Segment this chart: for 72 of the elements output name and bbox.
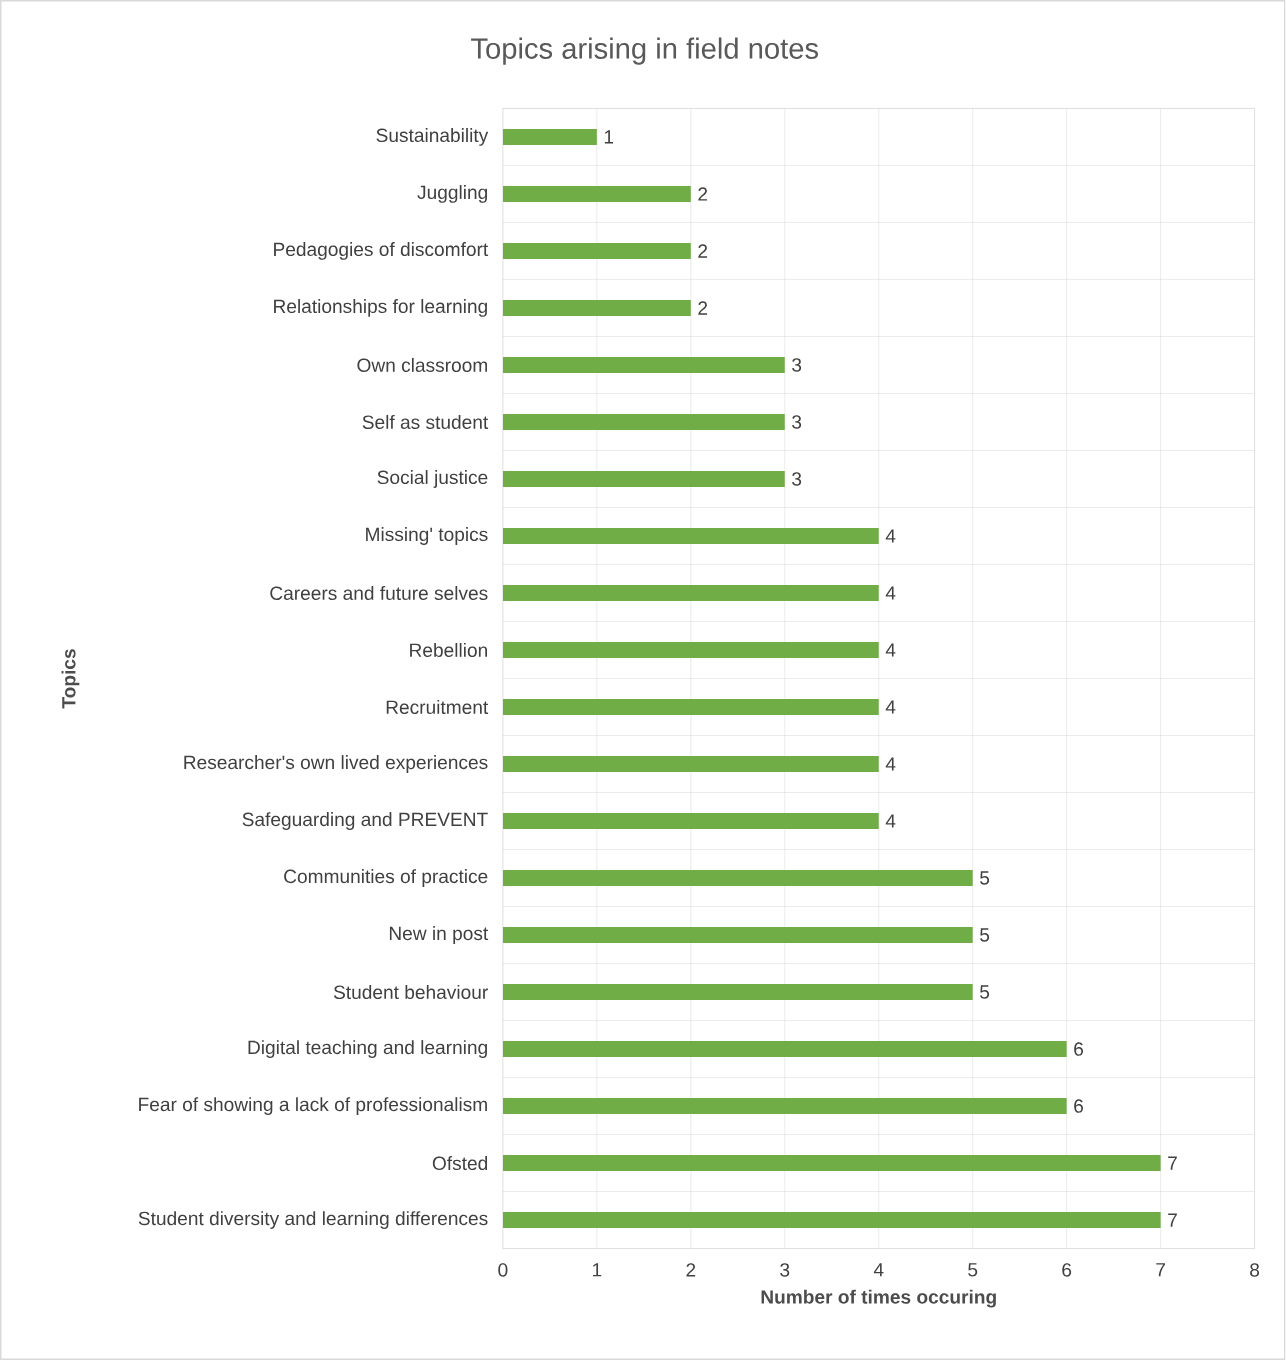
- bar: [503, 470, 786, 488]
- data-label: 7: [1168, 1213, 1178, 1227]
- data-label: 4: [885, 700, 896, 714]
- data-label: 2: [698, 301, 708, 315]
- x-tick-label: 7: [1156, 1263, 1166, 1277]
- y-tick-label: Recruitment: [387, 699, 489, 715]
- data-label: 3: [792, 472, 802, 486]
- chart-title: Topics arising in field notes: [471, 37, 819, 65]
- bar: [503, 1040, 1067, 1058]
- bar: [503, 926, 973, 944]
- y-tick-label: Juggling: [417, 185, 488, 203]
- bar: [503, 698, 879, 716]
- x-tick-label: 2: [686, 1263, 696, 1277]
- y-tick-label: Own classroom: [357, 357, 488, 372]
- bar: [503, 299, 692, 317]
- y-tick-label: Pedagogies of discomfort: [274, 242, 489, 260]
- bar: [503, 1098, 1067, 1115]
- data-label: 7: [1168, 1156, 1178, 1170]
- data-label: 5: [980, 871, 990, 885]
- bar: [503, 185, 692, 202]
- data-label: 6: [1074, 1099, 1084, 1113]
- bar: [503, 755, 879, 773]
- y-tick-label: Sustainability: [376, 128, 489, 146]
- data-label: 4: [885, 586, 896, 600]
- y-tick-label: Careers and future selves: [270, 585, 488, 601]
- data-label: 3: [792, 358, 802, 372]
- y-tick-label: Ofsted: [433, 1156, 488, 1171]
- data-label: 4: [885, 814, 896, 828]
- y-tick-label: Missing' topics: [366, 527, 488, 545]
- y-tick-label: Self as student: [362, 414, 489, 429]
- bar: [503, 242, 692, 259]
- y-tick-label: Fear of showing a lack of professionalism: [139, 1097, 488, 1115]
- bar: [503, 641, 879, 659]
- x-tick-label: 8: [1250, 1263, 1260, 1277]
- y-tick-label: Relationships for learning: [274, 299, 488, 317]
- y-tick-label: Communities of practice: [284, 869, 488, 887]
- data-label: 5: [980, 928, 990, 942]
- y-tick-label: Digital teaching and learning: [248, 1040, 488, 1058]
- bar: [503, 983, 973, 1001]
- y-tick-label: Rebellion: [410, 642, 488, 658]
- x-axis-title: Number of times occuring: [761, 1289, 997, 1308]
- data-label: 4: [885, 757, 896, 771]
- data-label: 2: [698, 187, 708, 201]
- y-tick-label: Social justice: [377, 470, 488, 488]
- data-label: 1: [605, 130, 614, 144]
- bar: [503, 1212, 1161, 1229]
- bar: [503, 812, 879, 830]
- x-tick-label: 0: [498, 1263, 508, 1277]
- x-tick-label: 4: [874, 1263, 884, 1277]
- data-label: 5: [980, 985, 990, 999]
- y-tick-label: New in post: [390, 926, 489, 944]
- bar: [503, 356, 786, 374]
- bar: [503, 413, 786, 431]
- data-label: 3: [792, 415, 802, 429]
- data-label: 6: [1074, 1042, 1084, 1056]
- bar: [503, 584, 879, 602]
- x-tick-label: 1: [593, 1263, 602, 1277]
- data-label: 4: [885, 643, 896, 657]
- bar: [503, 128, 598, 145]
- y-tick-label: Student diversity and learning differences: [138, 1211, 488, 1229]
- y-tick-label: Researcher's own lived experiences: [184, 755, 488, 773]
- data-label: 4: [885, 529, 896, 543]
- y-tick-label: Safeguarding and PREVENT: [242, 812, 489, 830]
- x-tick-label: 5: [968, 1263, 978, 1277]
- y-axis-title: Topics: [61, 649, 80, 709]
- bar: [503, 527, 879, 545]
- data-label: 2: [698, 244, 708, 258]
- x-tick-label: 3: [780, 1263, 790, 1277]
- bar: [503, 1155, 1161, 1172]
- x-tick-label: 6: [1062, 1263, 1072, 1277]
- bar: [503, 869, 973, 887]
- y-tick-label: Student behaviour: [334, 985, 489, 1000]
